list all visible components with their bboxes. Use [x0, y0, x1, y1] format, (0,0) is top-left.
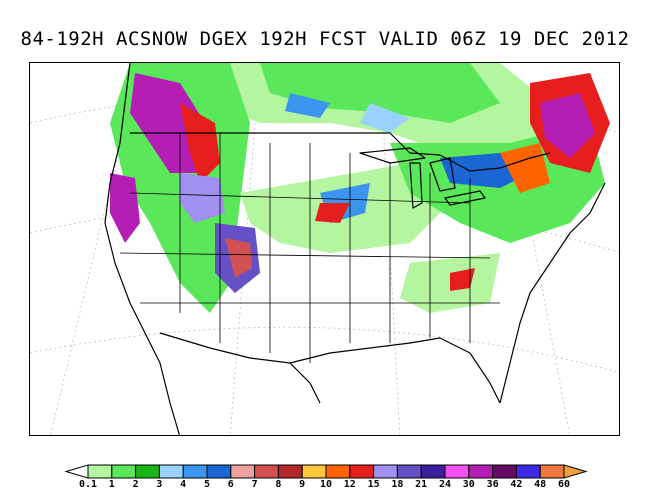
snow-area-pnw-red: [180, 103, 220, 183]
snow-map: [30, 63, 619, 435]
lake-erie: [444, 190, 486, 206]
canada-us-border: [130, 132, 551, 172]
legend-swatch: [135, 464, 160, 479]
map-title: 84-192H ACSNOW DGEX 192H FCST VALID 06Z …: [20, 28, 630, 50]
legend-tick-label: 24: [438, 479, 452, 490]
legend-swatch: [158, 464, 184, 479]
legend-tick-label: 9: [299, 479, 306, 490]
legend-tick-label: 7: [251, 479, 258, 490]
legend-swatch: [230, 464, 256, 479]
legend-swatch: [254, 464, 279, 479]
snow-area-minnesota-red: [315, 203, 350, 223]
legend-swatch: [539, 464, 565, 479]
atlantic-coast: [499, 182, 606, 404]
legend-tick-label: 42: [510, 479, 523, 490]
color-legend-bar: [64, 464, 588, 479]
snow-area-pnw-purple: [130, 73, 205, 173]
legend-tick-label: 5: [203, 479, 211, 490]
map-borders: [104, 63, 606, 435]
state-lines: [119, 133, 500, 363]
snowfall-shading: [110, 63, 610, 313]
legend-tick-label: 6: [227, 479, 234, 490]
legend-tick-label: 18: [391, 479, 404, 490]
legend-swatch: [420, 464, 446, 479]
legend-swatch: [492, 464, 517, 479]
legend-tick-label: 60: [557, 479, 571, 490]
lake-huron: [429, 157, 456, 192]
snow-area-cascades: [110, 173, 140, 243]
legend-swatch: [206, 464, 232, 479]
legend-arrow-low: [64, 464, 89, 479]
legend-tick-label: 12: [343, 479, 356, 490]
legend-tick-label: 3: [156, 479, 163, 490]
legend-swatch: [277, 464, 303, 479]
legend-tick-label: 8: [275, 479, 282, 490]
legend-tick-label: 4: [180, 479, 187, 490]
lake-michigan: [409, 162, 423, 209]
legend-swatch: [349, 464, 375, 479]
legend-tick-label: 15: [367, 479, 380, 490]
snow-area-quebec-purple: [540, 93, 595, 158]
lake-superior: [359, 147, 426, 164]
snow-area-idaho: [180, 173, 225, 223]
snow-area-colorado-red: [225, 238, 252, 278]
legend-swatch: [182, 464, 208, 479]
legend-tick-label: 0.1: [78, 479, 98, 490]
map-panel: [29, 62, 620, 436]
legend-tick-label: 2: [132, 479, 139, 490]
legend-arrow-high: [563, 464, 588, 479]
legend-swatch: [468, 464, 494, 479]
legend-tick-label: 10: [319, 479, 333, 490]
legend-tick-label: 21: [415, 479, 428, 490]
legend-swatch: [111, 464, 137, 479]
legend-tick-label: 48: [534, 479, 547, 490]
legend-swatch: [515, 464, 541, 479]
snow-area-maine: [500, 143, 550, 193]
color-legend-labels: 0.1 1 2 3 4 5 6 7 8 9 10 12 15 18 21 24 30 36 42 48 60: [0, 479, 650, 493]
snow-area-canada-blue: [285, 93, 330, 118]
color-legend: [64, 464, 588, 479]
legend-swatch: [396, 464, 422, 479]
pacific-coast: [104, 63, 181, 435]
legend-swatch: [301, 464, 327, 479]
legend-tick-label: 1: [108, 479, 115, 490]
legend-swatch: [325, 464, 351, 479]
legend-swatch: [87, 464, 113, 479]
gulf-coast: [289, 337, 501, 404]
legend-swatch: [373, 464, 398, 479]
legend-swatch: [444, 464, 470, 479]
legend-tick-label: 36: [486, 479, 499, 490]
legend-tick-label: 30: [462, 479, 475, 490]
snow-area-hudson-blue: [360, 103, 410, 133]
us-mexico-border: [159, 332, 321, 404]
snow-area-appalachian-red: [450, 268, 475, 291]
